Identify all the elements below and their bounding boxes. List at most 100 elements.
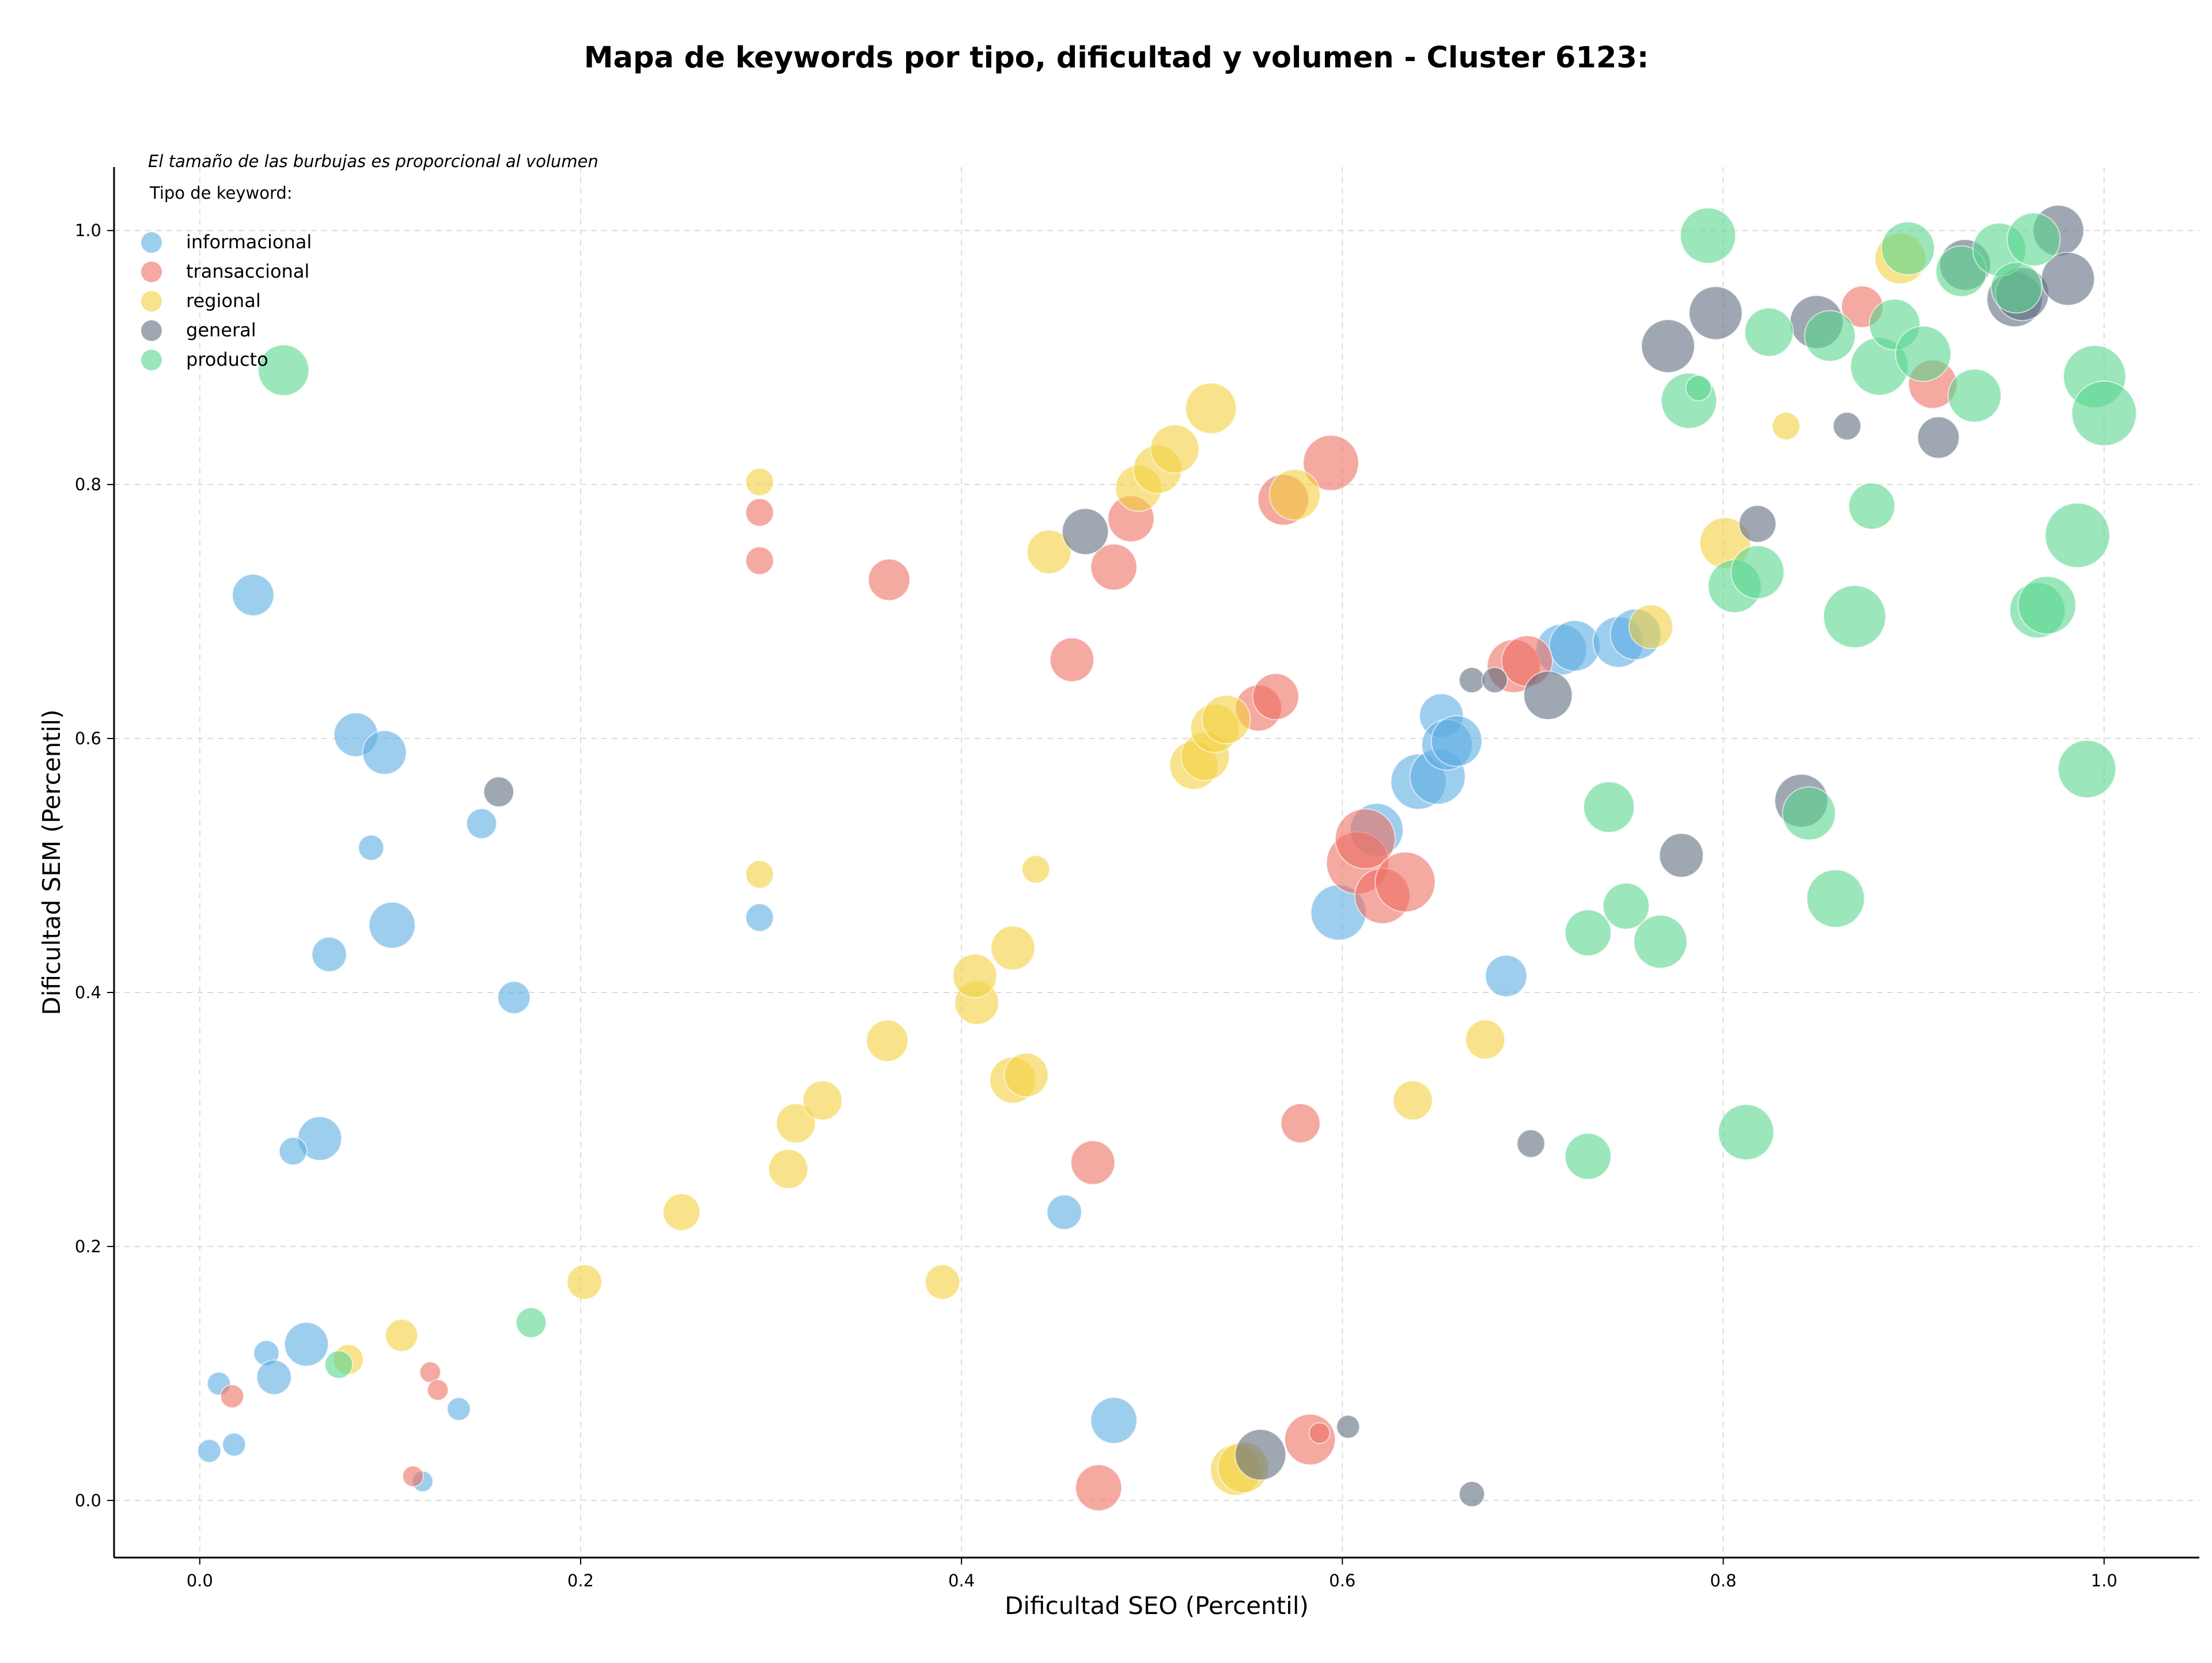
bubble-producto xyxy=(1583,781,1635,834)
bubble-transaccional xyxy=(402,1465,425,1487)
chart-title: Mapa de keywords por tipo, dificultad y … xyxy=(584,41,1649,75)
bubble-producto xyxy=(2017,575,2077,635)
x-tick-label: 1.0 xyxy=(2091,1571,2118,1590)
legend-marker-informacional xyxy=(141,232,162,253)
bubble-transaccional xyxy=(427,1378,449,1401)
bubbles xyxy=(197,204,2137,1512)
bubble-producto xyxy=(1564,909,1612,957)
legend-label-general: general xyxy=(186,319,256,341)
bubble-general xyxy=(1481,666,1508,694)
bubble-regional xyxy=(745,859,774,889)
x-ticks: 0.0 0.2 0.4 0.6 0.8 1.0 xyxy=(187,1558,2118,1590)
bubble-general xyxy=(1658,832,1704,878)
x-tick-label: 0.4 xyxy=(948,1571,975,1590)
bubble-regional xyxy=(952,953,998,999)
bubble-regional xyxy=(566,1264,603,1300)
bubble-producto xyxy=(1881,221,1936,276)
bubble-informacional xyxy=(222,1432,247,1457)
bubble-regional xyxy=(1021,855,1051,884)
bubble-producto xyxy=(1718,1104,1775,1161)
bubble-general xyxy=(1688,286,1743,340)
bubble-producto xyxy=(2044,502,2111,569)
bubble-informacional xyxy=(362,730,407,775)
bubble-producto xyxy=(324,1350,354,1379)
x-tick-label: 0.2 xyxy=(567,1571,594,1590)
bubble-producto xyxy=(1730,545,1785,600)
x-tick-label: 0.8 xyxy=(1710,1571,1736,1590)
series-regional xyxy=(332,232,1926,1496)
bubble-transaccional xyxy=(219,1384,244,1409)
bubble-regional xyxy=(775,1103,816,1144)
series-transaccional xyxy=(219,285,1958,1512)
bubble-regional xyxy=(662,1193,701,1232)
bubble-producto xyxy=(1685,374,1712,401)
bubble-regional xyxy=(990,925,1036,971)
bubble-producto xyxy=(1990,262,2043,314)
bubble-producto xyxy=(1804,310,1856,362)
bubble-general xyxy=(2040,252,2095,306)
bubble-regional xyxy=(1268,468,1321,521)
bubble-informacional xyxy=(311,936,347,972)
bubble-producto xyxy=(1680,207,1737,264)
bubble-informacional xyxy=(358,834,385,861)
bubble-general xyxy=(1832,411,1862,441)
bubble-transaccional xyxy=(1070,1140,1116,1185)
bubble-regional xyxy=(1628,604,1673,650)
bubble-informacional xyxy=(283,1321,329,1367)
bubble-informacional xyxy=(1548,620,1601,672)
bubble-transaccional xyxy=(1374,851,1436,913)
bubble-transaccional xyxy=(745,546,774,575)
bubble-general xyxy=(1917,416,1960,459)
bubble-regional xyxy=(1201,694,1251,744)
bubble-regional xyxy=(1392,1080,1433,1121)
x-tick-label: 0.6 xyxy=(1329,1571,1355,1590)
bubble-regional xyxy=(1150,424,1200,474)
bubble-transaccional xyxy=(1335,808,1396,870)
bubble-general xyxy=(1459,1480,1486,1507)
bubble-producto xyxy=(1782,786,1836,841)
y-tick-label: 0.4 xyxy=(75,983,101,1002)
bubble-informacional xyxy=(1090,1396,1138,1444)
legend-marker-general xyxy=(141,320,162,341)
axes xyxy=(113,167,2199,1559)
x-tick-label: 0.0 xyxy=(187,1571,213,1590)
bubble-regional xyxy=(1465,1019,1506,1060)
bubble-producto xyxy=(1564,1132,1612,1180)
bubble-regional xyxy=(866,1019,909,1062)
bubble-regional xyxy=(768,1149,809,1190)
grid-lines xyxy=(114,167,2199,1558)
bubble-producto xyxy=(1633,914,1688,969)
y-tick-label: 0.2 xyxy=(75,1237,101,1256)
bubble-regional xyxy=(1003,1052,1049,1098)
bubble-transaccional xyxy=(1090,543,1138,591)
bubble-general xyxy=(1062,507,1109,555)
bubble-producto xyxy=(1947,368,2002,423)
y-ticks: 0.0 0.2 0.4 0.6 0.8 1.0 xyxy=(75,221,114,1510)
legend-marker-regional xyxy=(141,291,162,312)
bubble-transaccional xyxy=(1280,1103,1321,1144)
bubble-general xyxy=(483,776,514,808)
bubble-informacional xyxy=(1430,715,1483,767)
bubble-producto xyxy=(1744,307,1794,357)
bubble-producto xyxy=(1602,882,1650,930)
legend-label-transaccional: transaccional xyxy=(186,260,309,282)
bubble-informacional xyxy=(1484,954,1528,998)
bubble-informacional xyxy=(256,1359,292,1395)
y-axis-label: Dificultad SEM (Percentil) xyxy=(37,710,66,1016)
legend-marker-transaccional xyxy=(141,262,162,282)
bubble-informacional xyxy=(466,808,498,839)
series-producto xyxy=(257,207,2137,1379)
bubble-transaccional xyxy=(1308,1422,1331,1444)
series-informacional xyxy=(197,573,1662,1492)
bubble-transaccional xyxy=(745,498,774,527)
legend-marker-producto xyxy=(141,350,162,370)
bubble-regional xyxy=(745,467,774,497)
bubble-informacional xyxy=(446,1397,471,1422)
legend: Tipo de keyword: informacional transaccio… xyxy=(141,183,312,370)
bubble-informacional xyxy=(278,1137,308,1166)
bubble-general xyxy=(1516,1129,1546,1158)
bubble-producto xyxy=(2006,212,2061,267)
bubble-informacional xyxy=(232,573,275,616)
bubble-regional xyxy=(1027,529,1072,574)
